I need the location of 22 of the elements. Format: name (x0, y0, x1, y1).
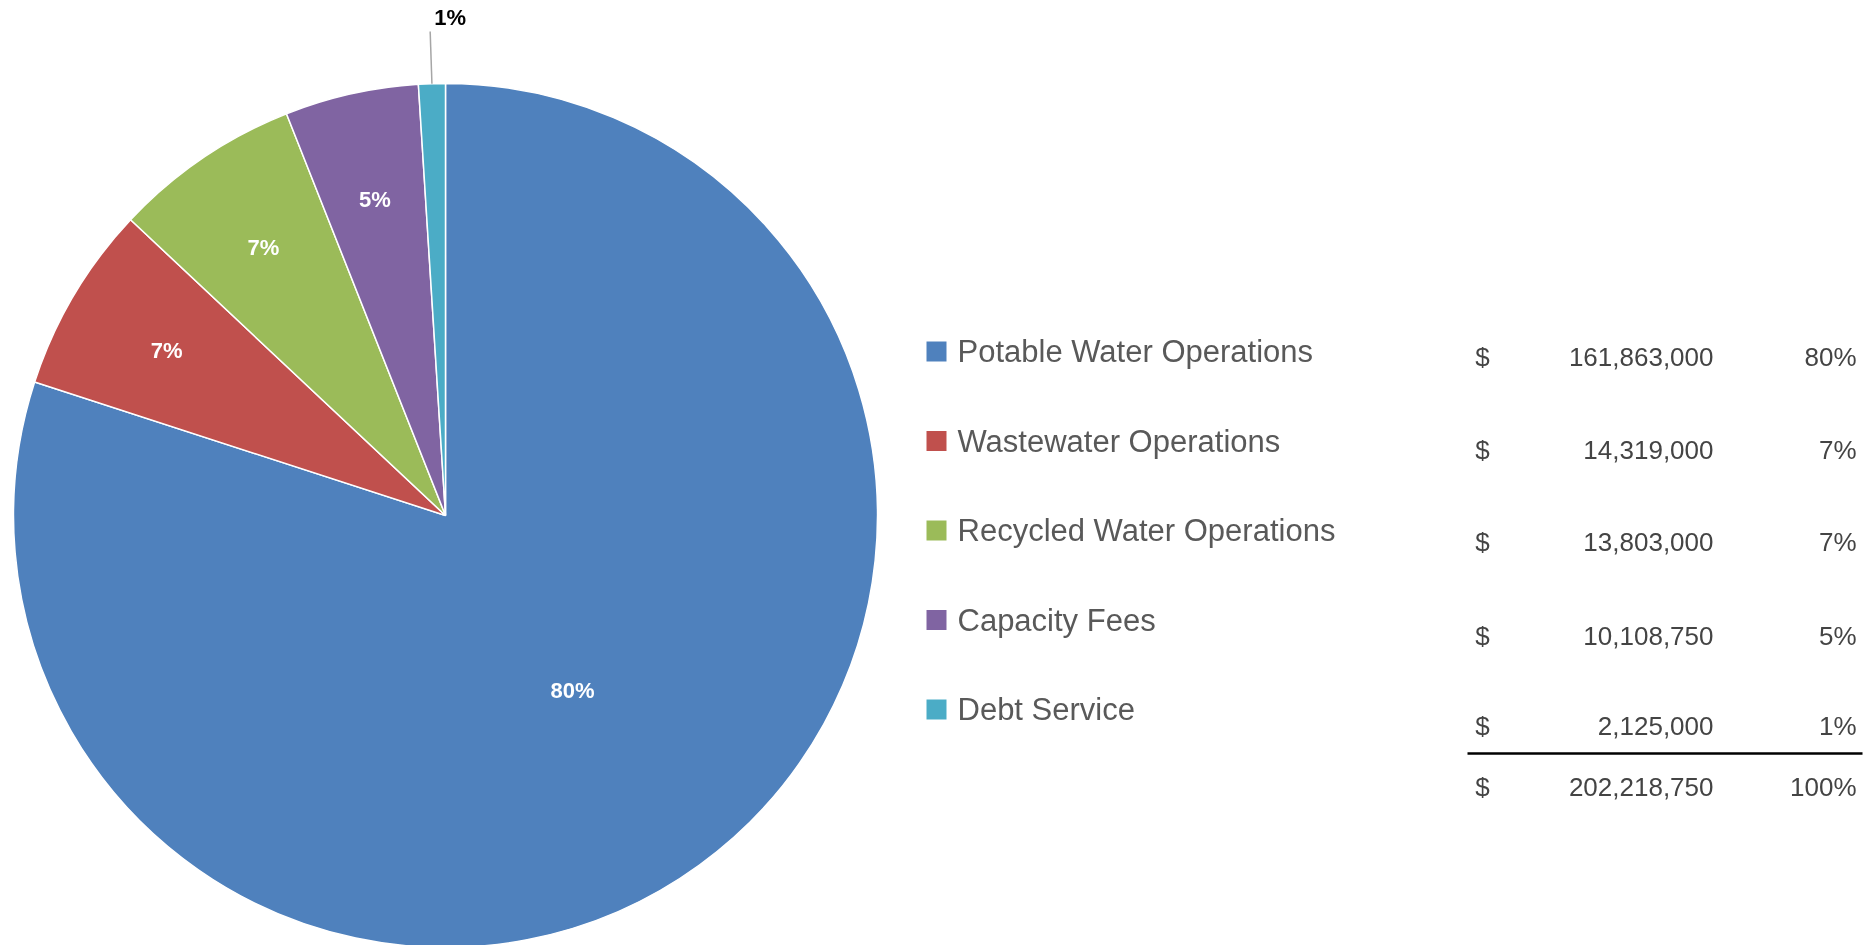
data-label: 80% (550, 677, 595, 703)
text: 7% (1818, 526, 1857, 557)
data-label: 5% (358, 186, 391, 212)
text: 80% (1804, 341, 1857, 372)
text: $ 161,863,000 (1475, 341, 1714, 372)
legend-label: Potable Water Operations (957, 334, 1314, 369)
text: $ 14,319,000 (1475, 434, 1714, 465)
data-label: 7% (247, 235, 280, 261)
text: 5% (1818, 620, 1857, 651)
text: $ 202,218,750 (1475, 771, 1714, 802)
data-label: 7% (150, 338, 183, 364)
legend-label: Recycled Water Operations (957, 513, 1336, 548)
legend-label: Wastewater Operations (957, 423, 1281, 459)
text: $ 2,125,000 (1475, 710, 1714, 741)
text: 100% (1790, 771, 1857, 802)
legend-label: Capacity Fees (957, 602, 1156, 638)
text: 1% (1818, 710, 1857, 741)
data-label: 1% (434, 5, 467, 31)
text: 7% (1818, 434, 1857, 465)
legend-label: Debt Service (957, 692, 1135, 727)
text: $ 10,108,750 (1475, 620, 1714, 651)
text: $ 13,803,000 (1475, 526, 1714, 557)
